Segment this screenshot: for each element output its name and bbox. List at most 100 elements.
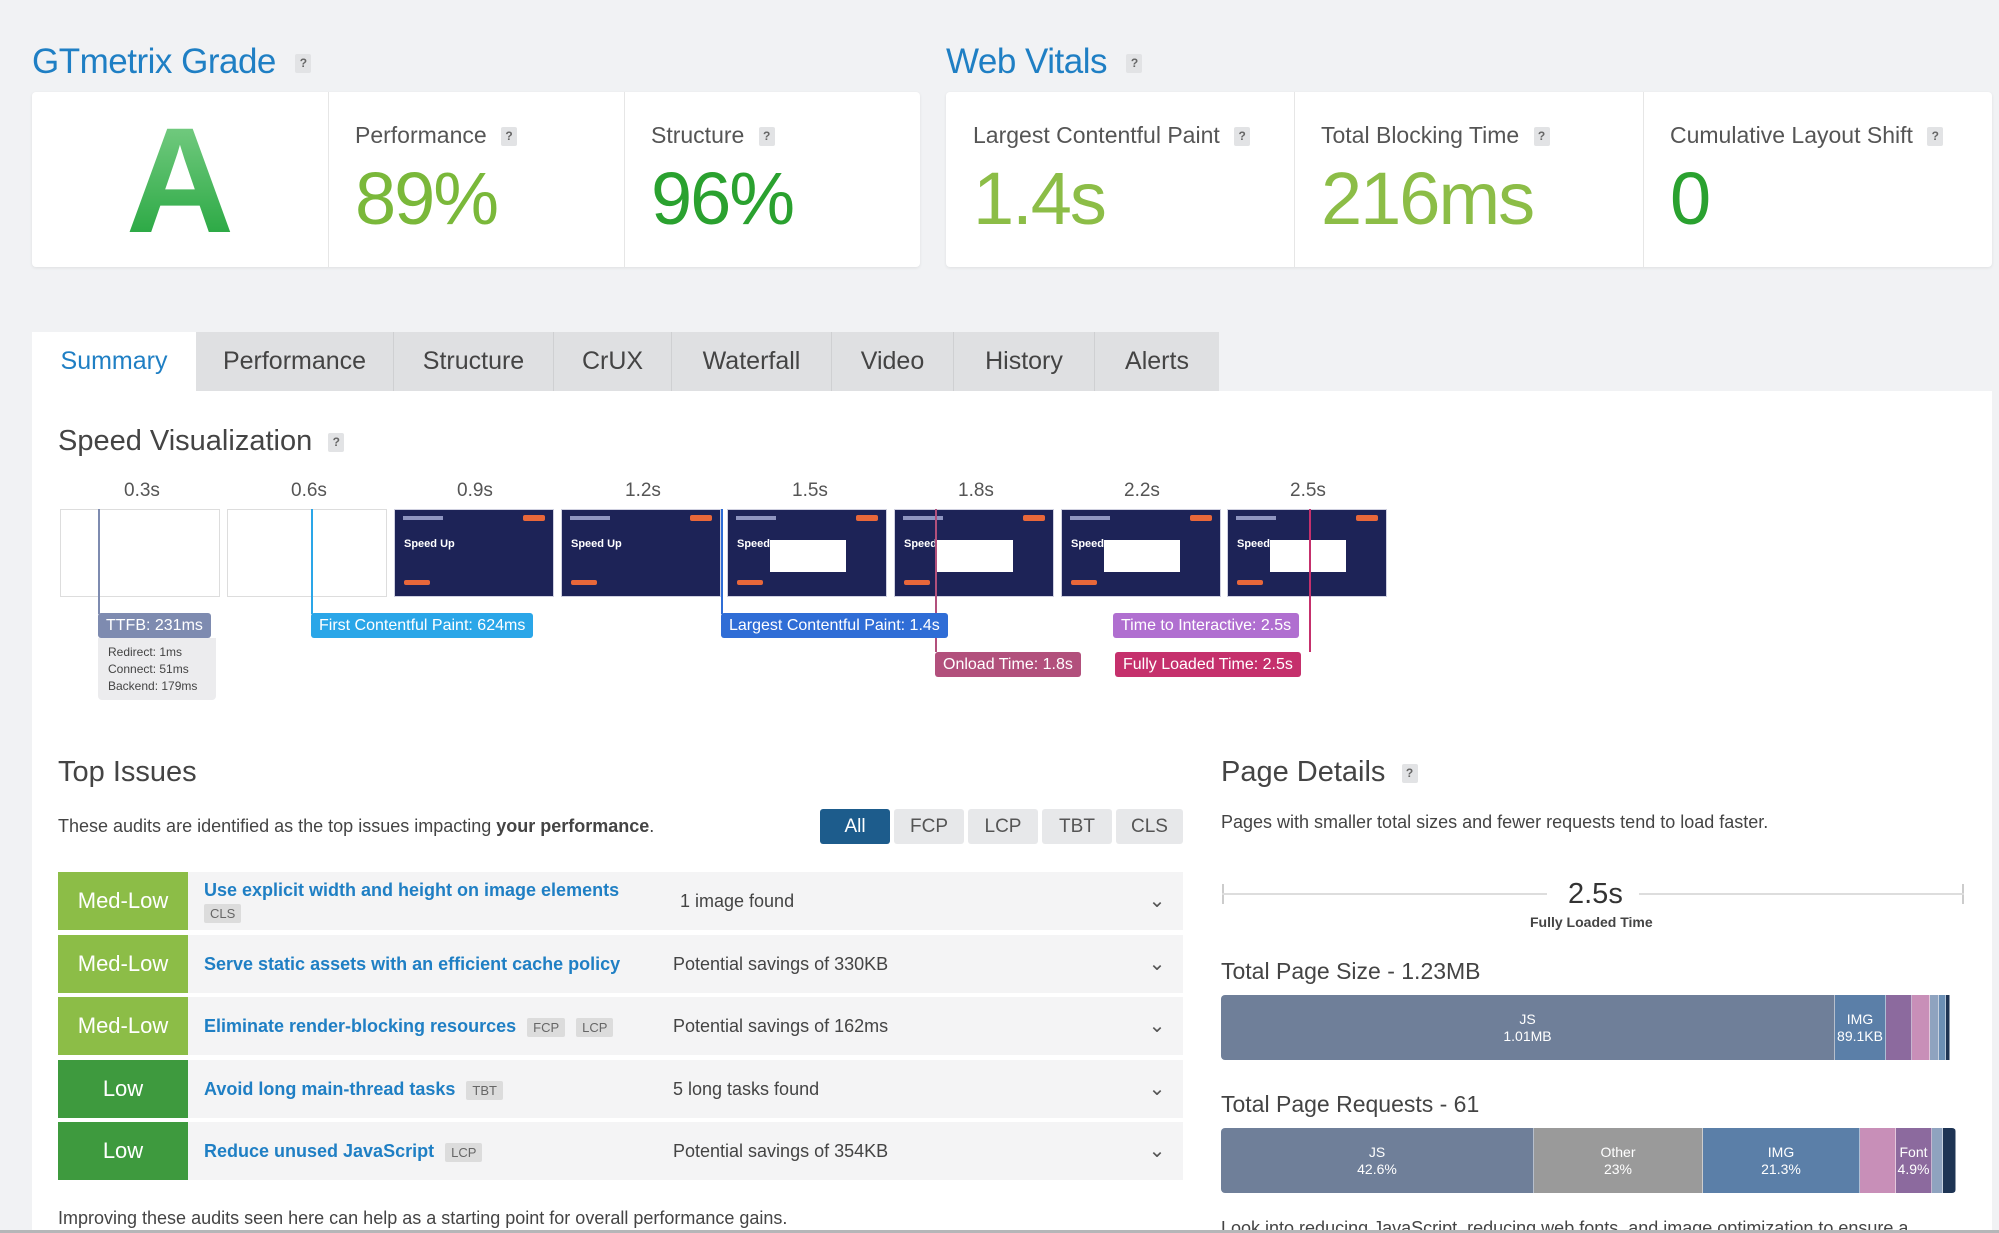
tti-marker[interactable]: Time to Interactive: 2.5s — [1113, 613, 1300, 638]
issue-title-link[interactable]: Use explicit width and height on image e… — [204, 880, 620, 900]
timeline-tick: 1.8s — [958, 480, 994, 501]
filmstrip-frame[interactable]: Speed Up — [561, 509, 721, 597]
issue-tag: TBT — [466, 1080, 503, 1100]
filter-fcp-button[interactable]: FCP — [894, 809, 964, 844]
page-size-segment[interactable] — [1946, 995, 1950, 1060]
cls-value: 0 — [1670, 157, 1711, 240]
severity-badge: Low — [58, 1060, 188, 1118]
timeline-tick: 0.6s — [291, 480, 327, 501]
structure-value: 96% — [651, 157, 795, 240]
page-requests-segment-label: Font — [1899, 1143, 1928, 1160]
filmstrip-frame[interactable] — [227, 509, 387, 597]
tab-performance[interactable]: Performance — [196, 332, 394, 391]
help-icon[interactable]: ? — [501, 127, 518, 147]
lcp-value: 1.4s — [973, 157, 1107, 240]
tab-alerts[interactable]: Alerts — [1095, 332, 1219, 391]
page-requests-segment[interactable] — [1943, 1128, 1956, 1193]
fcp-marker[interactable]: First Contentful Paint: 624ms — [311, 613, 534, 638]
onload-marker[interactable]: Onload Time: 1.8s — [935, 652, 1081, 677]
issue-row[interactable]: Med-Low Eliminate render-blocking resour… — [58, 997, 1183, 1055]
issue-tag: CLS — [204, 904, 242, 923]
filmstrip-frame[interactable]: Speed — [727, 509, 887, 597]
help-icon[interactable]: ? — [758, 127, 775, 147]
page-size-segment[interactable] — [1930, 995, 1939, 1060]
issue-row[interactable]: Low Reduce unused JavaScript LCP Potenti… — [58, 1122, 1183, 1180]
page-size-segment-label: JS — [1519, 1010, 1536, 1027]
chevron-down-icon[interactable]: ⌄ — [1148, 1015, 1166, 1037]
help-icon[interactable]: ? — [1126, 54, 1143, 74]
page-size-segment[interactable]: JS 1.01MB — [1221, 995, 1835, 1060]
help-icon[interactable]: ? — [328, 432, 345, 452]
page-requests-segment-value: 23% — [1603, 1160, 1633, 1177]
page-details-intro: Pages with smaller total sizes and fewer… — [1221, 812, 1769, 832]
page-requests-segment[interactable]: JS 42.6% — [1221, 1128, 1534, 1193]
issue-description: Potential savings of 354KB — [673, 1141, 889, 1161]
performance-label: Performance ? — [355, 122, 518, 149]
filter-tbt-button[interactable]: TBT — [1042, 809, 1112, 844]
tbt-value: 216ms — [1321, 157, 1535, 240]
filmstrip-frame[interactable]: Speed Up — [394, 509, 554, 597]
issue-title-link[interactable]: Avoid long main-thread tasks TBT — [204, 1079, 503, 1100]
tab-crux[interactable]: CrUX — [554, 332, 672, 391]
filmstrip-frame[interactable]: Speed — [1061, 509, 1221, 597]
web-vitals-heading: Web Vitals ? — [946, 42, 1143, 82]
filmstrip-frame[interactable]: Speed — [894, 509, 1054, 597]
horizontal-scrollbar[interactable] — [0, 1230, 1999, 1233]
speed-visualization-title: Speed Visualization ? — [58, 425, 345, 458]
total-page-requests-title: Total Page Requests - 61 — [1221, 1091, 1480, 1117]
help-icon[interactable]: ? — [1927, 127, 1944, 147]
timeline-tick: 0.9s — [457, 480, 493, 501]
chevron-down-icon[interactable]: ⌄ — [1148, 1078, 1166, 1100]
issue-row[interactable]: Med-Low Use explicit width and height on… — [58, 872, 1183, 930]
chevron-down-icon[interactable]: ⌄ — [1148, 1140, 1166, 1162]
page-size-segment-value: 89.1KB — [1837, 1027, 1883, 1044]
filter-lcp-button[interactable]: LCP — [968, 809, 1038, 844]
tab-history[interactable]: History — [954, 332, 1095, 391]
fully-loaded-label: Fully Loaded Time — [1530, 914, 1653, 930]
issue-tag: FCP — [527, 1017, 566, 1037]
fully-loaded-marker[interactable]: Fully Loaded Time: 2.5s — [1115, 652, 1301, 677]
page-size-bar[interactable]: JS 1.01MB IMG 89.1KB — [1221, 995, 1956, 1060]
page-requests-segment[interactable]: Font 4.9% — [1896, 1128, 1932, 1193]
page-requests-segment[interactable] — [1860, 1128, 1896, 1193]
page-size-segment[interactable] — [1912, 995, 1930, 1060]
help-icon[interactable]: ? — [1533, 127, 1550, 147]
filmstrip-frame[interactable] — [60, 509, 220, 597]
tab-video[interactable]: Video — [832, 332, 954, 391]
issue-description: Potential savings of 162ms — [673, 1016, 889, 1036]
timeline-tick: 2.5s — [1290, 480, 1326, 501]
lcp-marker[interactable]: Largest Contentful Paint: 1.4s — [721, 613, 948, 638]
issue-row[interactable]: Med-Low Serve static assets with an effi… — [58, 935, 1183, 993]
page-requests-bar[interactable]: JS 42.6% Other 23% IMG 21.3% Font 4.9% — [1221, 1128, 1956, 1193]
page-size-segment[interactable]: IMG 89.1KB — [1835, 995, 1886, 1060]
chevron-down-icon[interactable]: ⌄ — [1148, 953, 1166, 975]
tab-waterfall[interactable]: Waterfall — [672, 332, 832, 391]
help-icon[interactable]: ? — [1401, 763, 1418, 783]
page-size-segment[interactable] — [1886, 995, 1912, 1060]
page-requests-segment-value: 21.3% — [1761, 1160, 1801, 1177]
page-requests-segment[interactable]: Other 23% — [1534, 1128, 1703, 1193]
help-icon[interactable]: ? — [1234, 127, 1251, 147]
top-issues-intro: These audits are identified as the top i… — [58, 816, 655, 836]
ttfb-marker[interactable]: TTFB: 231ms — [98, 613, 211, 638]
issue-tag: LCP — [576, 1017, 614, 1037]
filmstrip-frame[interactable]: Speed — [1227, 509, 1387, 597]
timeline-tick: 0.3s — [124, 480, 160, 501]
help-icon[interactable]: ? — [295, 54, 312, 74]
page-requests-segment-label: Other — [1600, 1143, 1636, 1160]
tab-summary[interactable]: Summary — [32, 332, 196, 391]
chevron-down-icon[interactable]: ⌄ — [1148, 890, 1166, 912]
severity-badge: Med-Low — [58, 872, 188, 930]
issue-title-link[interactable]: Reduce unused JavaScript LCP — [204, 1141, 483, 1162]
page-size-segment[interactable] — [1939, 995, 1946, 1060]
issue-title-link[interactable]: Serve static assets with an efficient ca… — [204, 954, 621, 974]
filter-cls-button[interactable]: CLS — [1116, 809, 1183, 844]
issue-description: 1 image found — [680, 891, 795, 911]
page-requests-segment[interactable] — [1932, 1128, 1943, 1193]
issue-row[interactable]: Low Avoid long main-thread tasks TBT 5 l… — [58, 1060, 1183, 1118]
issue-title-link[interactable]: Eliminate render-blocking resources FCP … — [204, 1016, 614, 1037]
page-requests-segment[interactable]: IMG 21.3% — [1703, 1128, 1860, 1193]
filter-all-button[interactable]: All — [820, 809, 890, 844]
tab-structure[interactable]: Structure — [394, 332, 554, 391]
issue-description: 5 long tasks found — [673, 1079, 820, 1099]
